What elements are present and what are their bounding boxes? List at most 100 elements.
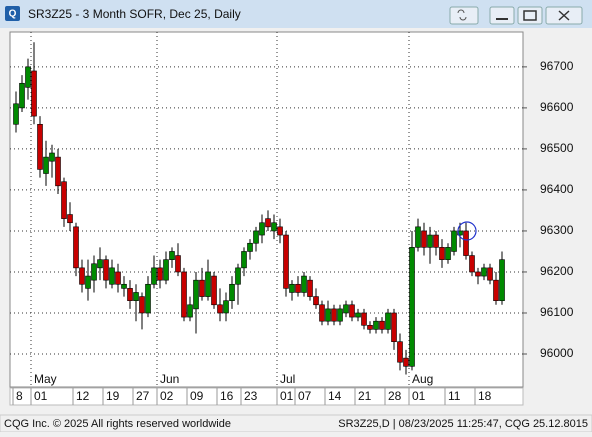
candle-body [127,288,133,301]
candle-body [421,230,427,248]
candle-body [289,283,295,293]
link-button[interactable] [449,6,479,25]
candle-body [223,300,229,314]
candle-body [61,181,67,219]
y-tick-label: 96600 [540,100,574,114]
candle-body [241,251,247,269]
candle-body [109,267,115,285]
maximize-button[interactable] [517,6,543,25]
candle-body [469,255,475,273]
minimize-button[interactable] [489,6,515,25]
candle-body [133,292,139,301]
candle-body [235,267,241,285]
candle-body [199,279,205,297]
x-tick-label: 19 [106,389,120,403]
candle-body [355,312,361,318]
x-tick-label: 23 [244,389,258,403]
candle-body [187,304,193,318]
candle-body [271,222,277,232]
month-label: May [34,372,57,386]
annotation-circle [457,221,477,241]
candle-body [445,247,451,260]
candle-body [265,218,271,228]
x-axis-strip [9,387,524,406]
candle-body [397,341,403,363]
candle-body [385,312,391,330]
y-tick-label: 96100 [540,305,574,319]
x-tick-label: 14 [328,389,342,403]
candle-body [259,222,265,236]
x-tick-label: 16 [220,389,234,403]
x-tick-label: 27 [136,389,150,403]
candle-body [391,312,397,342]
candle-body [403,357,409,367]
candle-body [415,226,421,248]
window-title: SR3Z25 - 3 Month SOFR, Dec 25, Daily [28,7,241,21]
candle-body [493,279,499,301]
y-tick-label: 96500 [540,141,574,155]
app-icon-glyph: Q [9,9,17,20]
candle-body [49,152,55,162]
candle-body [139,296,145,314]
candle-body [175,255,181,273]
candle-body [277,226,283,236]
candle-body [55,156,61,187]
candle-body [487,267,493,281]
candle-body [25,66,31,88]
candle-body [19,82,25,109]
y-tick-label: 96300 [540,223,574,237]
candle-body [157,267,163,281]
candle-body [13,103,19,125]
candle-body [151,267,157,285]
x-tick-label: 09 [190,389,204,403]
candle-body [307,279,313,297]
candle-body [295,283,301,293]
candle-body [43,156,49,174]
x-tick-label: 28 [388,389,402,403]
candle-body [349,304,355,318]
y-tick-label: 96700 [540,59,574,73]
candle-body [463,230,469,256]
candle-body [253,230,259,244]
app-icon [5,6,20,21]
candle-body [145,283,151,314]
candle-body [331,308,337,322]
candle-body [451,230,457,252]
candle-body [211,275,217,306]
status-right: SR3Z25,D | 08/23/2025 11:25:47, CQG 25.1… [338,418,588,430]
candle-body [73,226,79,269]
candle-body [409,247,415,367]
candle-body [475,271,481,277]
candle-body [481,267,487,277]
candle-body [97,259,103,269]
y-tick-label: 96000 [540,346,574,360]
x-tick-label: 12 [76,389,90,403]
x-tick-label: 01 [34,389,48,403]
x-tick-label: 01 [280,389,294,403]
candle-body [325,308,331,322]
month-label: Jun [160,372,179,386]
candle-body [229,283,235,301]
candle-body [313,296,319,306]
candle-body [301,275,307,293]
candle-body [283,234,289,289]
candle-body [373,320,379,330]
candle-body [337,308,343,322]
month-label: Aug [412,372,433,386]
candle-body [169,251,175,260]
candle-body [367,324,373,330]
candle-body [247,242,253,252]
candle-body [67,214,73,224]
candle-body [427,234,433,248]
candle-body [31,70,37,117]
candle-body [379,320,385,330]
candle-body [343,304,349,314]
y-tick-label: 96200 [540,264,574,278]
candle-body [79,267,85,285]
candle-body [37,123,43,170]
x-tick-label: 21 [358,389,372,403]
candle-body [499,259,505,301]
candle-body [121,283,127,289]
maximize-glyph [523,10,537,21]
